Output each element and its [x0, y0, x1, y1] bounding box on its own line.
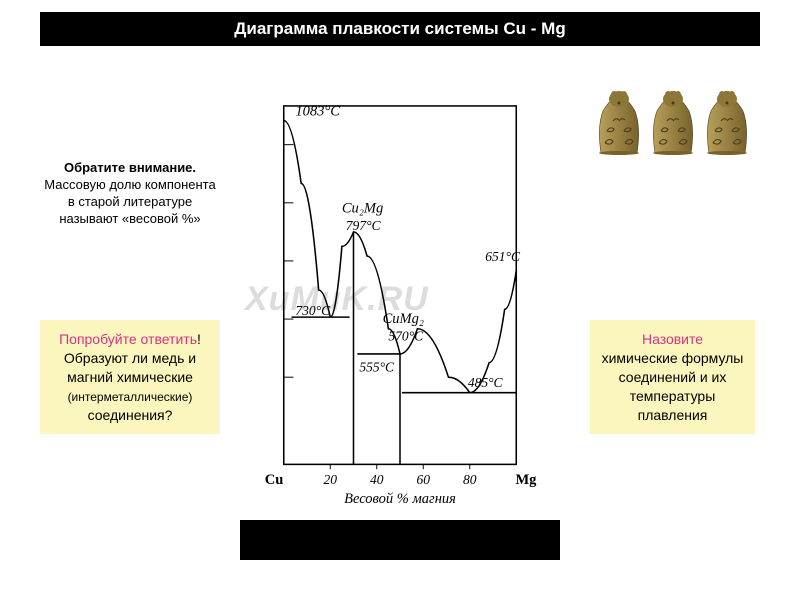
svg-text:Mg: Mg [515, 472, 537, 488]
svg-text:80: 80 [463, 472, 477, 487]
callout-name-formulas: Назовите химические формулы соединений и… [590, 320, 755, 434]
thimble-icon [593, 87, 645, 155]
callout-left-pink: Попробуйте ответить [59, 331, 197, 347]
svg-text:1083°C: 1083°C [295, 104, 340, 120]
svg-text:651°C: 651°C [485, 249, 521, 264]
svg-text:797°C: 797°C [346, 218, 382, 233]
note-box: Обратите внимание. Массовую долю компоне… [40, 160, 220, 228]
note-body: Массовую долю компонента в старой литера… [44, 177, 215, 226]
svg-text:60: 60 [416, 472, 430, 487]
callout-right-pink: Назовите [642, 331, 703, 347]
svg-text:Cu: Cu [265, 472, 284, 488]
svg-text:555°C: 555°C [359, 359, 395, 374]
note-bold: Обратите внимание. [64, 160, 196, 175]
callout-left-excl: ! [197, 331, 201, 347]
svg-text:485°C: 485°C [468, 375, 504, 390]
bottom-bar [240, 520, 560, 560]
callout-left-parenth: (интерметаллические) [68, 390, 193, 404]
svg-text:Cu₂Mg: Cu₂Mg [342, 201, 383, 217]
callout-left-body2: соединения? [88, 407, 173, 423]
title-text: Диаграмма плавкости системы Cu - Mg [234, 19, 565, 39]
thimble-icon [647, 87, 699, 155]
svg-text:20: 20 [323, 472, 337, 487]
thimble-icon [701, 87, 753, 155]
callout-try-answer: Попробуйте ответить! Образуют ли медь и … [40, 320, 220, 434]
phase-diagram: 20406080CuMgВесовой % магния1083°CCu₂Mg7… [245, 65, 555, 515]
decorative-thimbles [585, 70, 760, 155]
callout-right-body: химические формулы соединений и их темпе… [602, 350, 744, 423]
svg-text:Весовой % магния: Весовой % магния [344, 491, 456, 507]
callout-left-body1: Образуют ли медь и магний химические [64, 350, 196, 385]
svg-text:CuMg₂: CuMg₂ [383, 311, 424, 327]
svg-text:40: 40 [370, 472, 384, 487]
title-bar: Диаграмма плавкости системы Cu - Mg [40, 12, 760, 46]
svg-text:570°C: 570°C [388, 328, 424, 343]
svg-text:730°C: 730°C [295, 303, 331, 318]
